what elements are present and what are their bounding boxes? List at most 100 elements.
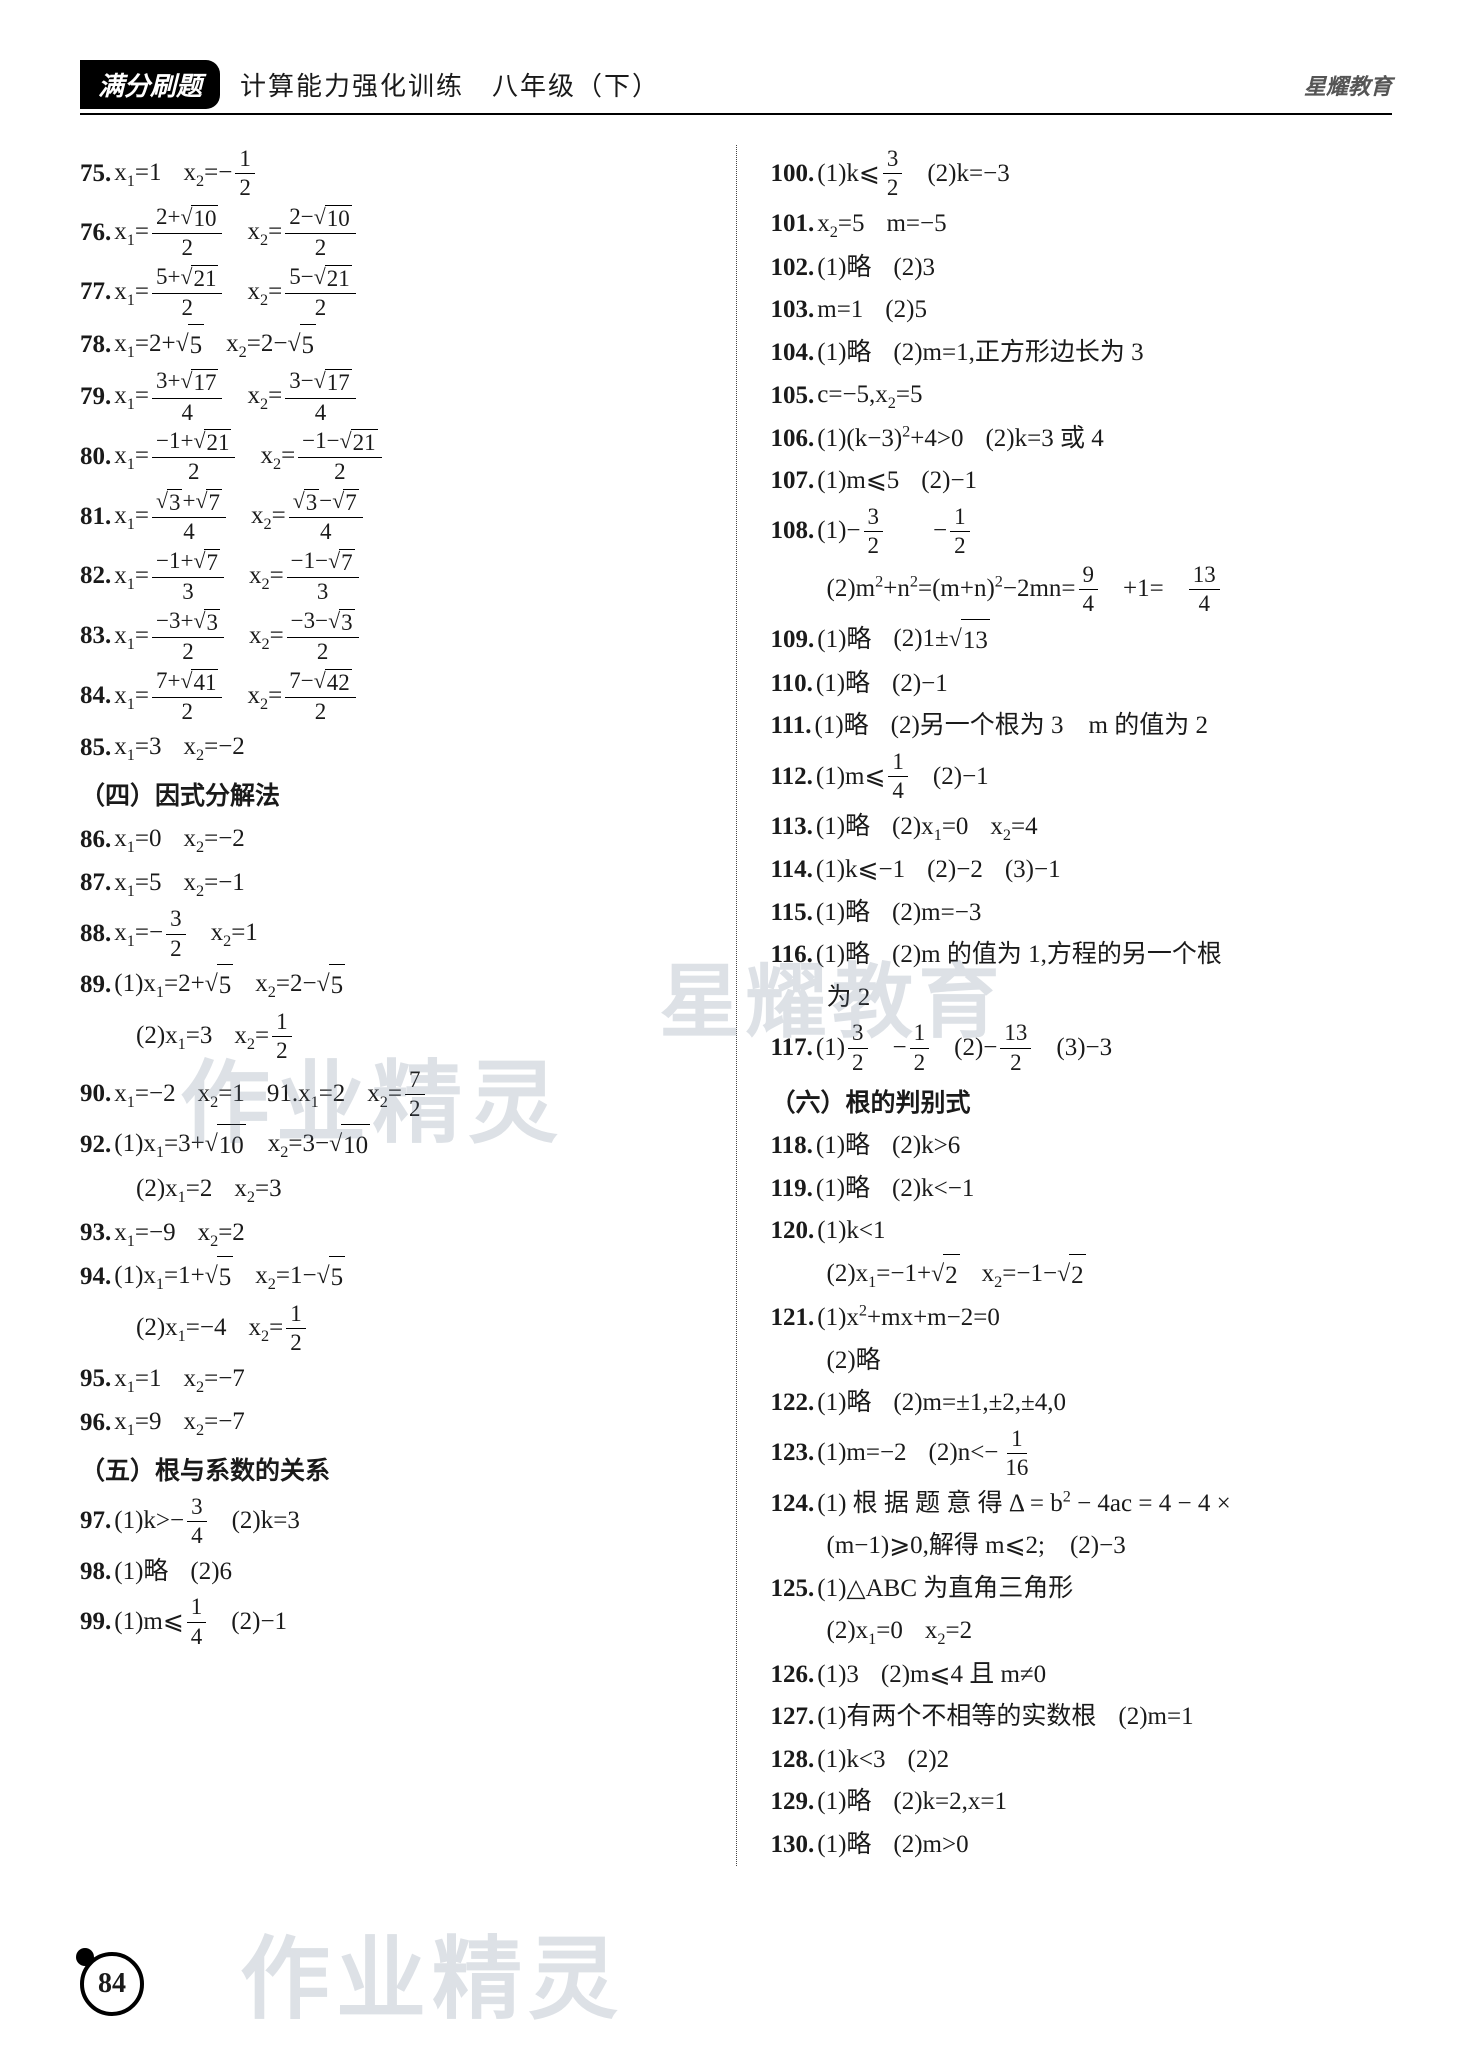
- answer-line: (m−1)⩾0,解得 m⩽2; (2)−3: [771, 1525, 1393, 1568]
- header-subtitle: 计算能力强化训练 八年级（下）: [240, 66, 660, 103]
- answer-segment: (2)x1=−1+2: [827, 1253, 960, 1298]
- answer-segment: x1=1: [114, 1358, 161, 1402]
- answer-line: 86.x1=0x2=−2: [80, 818, 702, 862]
- section-heading: （五）根与系数的关系: [80, 1451, 702, 1487]
- item-number: 84.: [80, 675, 111, 718]
- answer-segment: m=1: [817, 289, 863, 332]
- answer-line: 97.(1)k>−34(2)k=3: [80, 1493, 702, 1551]
- answer-segment: (2)5: [885, 289, 927, 332]
- column-divider: [736, 145, 737, 1866]
- answer-segment: x2=5: [817, 203, 864, 247]
- answer-segment: +1=: [1123, 568, 1164, 611]
- item-number: 82.: [80, 555, 111, 598]
- item-number: 128.: [771, 1739, 815, 1782]
- content-columns: 75.x1=1x2=−1276.x1=2+102x2=2−10277.x1=5+…: [80, 145, 1392, 1866]
- item-number: 85.: [80, 727, 111, 770]
- answer-segment: x2=2−102: [247, 203, 358, 263]
- answer-segment: x2=3−74: [251, 487, 366, 547]
- answer-line: 108.(1)−32 −12: [771, 503, 1393, 561]
- answer-line: 111.(1)略(2)另一个根为 3 m 的值为 2: [771, 705, 1393, 748]
- answer-segment: x2=72: [367, 1066, 427, 1124]
- item-number: 102.: [771, 247, 815, 290]
- answer-line: 为 2: [771, 977, 1393, 1020]
- answer-segment: (1)k<3: [817, 1739, 885, 1782]
- answer-segment: x2=3: [234, 1168, 281, 1212]
- answer-line: (2)x1=−4x2=12: [80, 1300, 702, 1358]
- answer-segment: x2=7−422: [247, 667, 358, 727]
- item-number: 90.: [80, 1073, 111, 1116]
- answer-segment: (1)x1=1+5: [114, 1255, 233, 1300]
- answer-segment: x2=−7: [183, 1401, 244, 1445]
- answer-segment: x2=1: [198, 1073, 245, 1117]
- answer-line: 85.x1=3x2=−2: [80, 726, 702, 770]
- answer-segment: x1=−32: [114, 905, 188, 963]
- answer-segment: (1)略: [816, 806, 870, 849]
- answer-segment: (1)略: [817, 1781, 871, 1824]
- answer-line: 93.x1=−9 x2=2: [80, 1212, 702, 1256]
- answer-segment: x2=2−5: [255, 963, 345, 1008]
- answer-segment: (2)−1: [892, 663, 948, 706]
- answer-segment: (1)k⩽−1: [816, 849, 905, 892]
- answer-segment: (1)略: [817, 619, 871, 662]
- answer-segment: (1)略: [816, 663, 870, 706]
- answer-line: 120.(1)k<1: [771, 1210, 1393, 1253]
- item-number: 108.: [771, 510, 815, 553]
- answer-segment: x2=2: [198, 1212, 245, 1256]
- answer-segment: (2)−1: [933, 756, 989, 799]
- answer-line: 95.x1=1x2=−7: [80, 1358, 702, 1402]
- answer-segment: (2)x1=3: [136, 1015, 212, 1059]
- answer-segment: (2)m 的值为 1,方程的另一个根: [892, 934, 1222, 977]
- answer-segment: (2)m>0: [893, 1824, 968, 1867]
- answer-line: 128.(1)k<3(2)2: [771, 1739, 1393, 1782]
- answer-segment: x1=2+102: [114, 203, 225, 263]
- item-number: 106.: [771, 418, 815, 461]
- answer-line: 117.(1)32 −12(2)−132(3)−3: [771, 1019, 1393, 1077]
- answer-segment: x2=2: [925, 1610, 972, 1654]
- answer-segment: x2=12: [234, 1008, 294, 1066]
- item-number: 123.: [771, 1432, 815, 1475]
- item-number: 116.: [771, 934, 813, 977]
- answer-line: 94.(1)x1=1+5x2=1−5: [80, 1255, 702, 1300]
- answer-line: 124.(1) 根 据 题 意 得 Δ = b2 − 4ac = 4 − 4 ×: [771, 1483, 1393, 1526]
- answer-segment: (1)x1=2+5: [114, 963, 233, 1008]
- item-number: 114.: [771, 849, 813, 892]
- answer-line: 109.(1)略(2)1±13: [771, 618, 1393, 663]
- answer-segment: x2=5−212: [247, 263, 358, 323]
- answer-segment: (2)x1=0: [827, 1610, 903, 1654]
- item-number: 95.: [80, 1358, 111, 1401]
- answer-segment: (1)32: [816, 1019, 871, 1077]
- answer-segment: x1=−1+212: [114, 427, 238, 487]
- left-column: 75.x1=1x2=−1276.x1=2+102x2=2−10277.x1=5+…: [80, 145, 702, 1866]
- answer-segment: (1)△ABC 为直角三角形: [817, 1568, 1073, 1611]
- watermark: 作业精灵: [240, 1906, 624, 2036]
- answer-line: 107.(1)m⩽5(2)−1: [771, 460, 1393, 503]
- answer-segment: (1)略: [815, 705, 869, 748]
- item-number: 130.: [771, 1824, 815, 1867]
- header-logo: 星耀教育: [1304, 69, 1392, 101]
- section-heading: （四）因式分解法: [80, 776, 702, 812]
- answer-segment: (2)x1=−4: [136, 1307, 226, 1351]
- answer-line: 81.x1=3+74x2=3−74: [80, 487, 702, 547]
- item-number: 110.: [771, 663, 813, 706]
- item-number: 80.: [80, 436, 111, 479]
- item-number: 76.: [80, 212, 111, 255]
- item-number: 125.: [771, 1568, 815, 1611]
- item-number: 75.: [80, 153, 111, 196]
- answer-segment: x1=−9: [114, 1212, 175, 1256]
- answer-segment: (1) 根 据 题 意 得 Δ = b2 − 4ac = 4 − 4 ×: [817, 1483, 1230, 1526]
- item-number: 78.: [80, 324, 111, 367]
- answer-line: 79.x1=3+174x2=3−174: [80, 367, 702, 427]
- answer-segment: (2)−1: [921, 460, 977, 503]
- answer-line: 121.(1)x2+mx+m−2=0: [771, 1297, 1393, 1340]
- item-number: 77.: [80, 271, 111, 314]
- right-column: 100.(1)k⩽32(2)k=−3101.x2=5m=−5102.(1)略(2…: [771, 145, 1393, 1866]
- answer-line: (2)m2+n2=(m+n)2−2mn=94+1=134: [771, 561, 1393, 619]
- item-number: 93.: [80, 1212, 111, 1255]
- answer-segment: (1)k>−34: [114, 1493, 209, 1551]
- item-number: 87.: [80, 862, 111, 905]
- answer-segment: (3)−1: [1005, 849, 1061, 892]
- answer-segment: x2=4: [990, 806, 1037, 850]
- answer-segment: (2)m=±1,±2,±4,0: [893, 1382, 1066, 1425]
- answer-segment: (1)略: [816, 934, 870, 977]
- answer-segment: (1)略: [817, 332, 871, 375]
